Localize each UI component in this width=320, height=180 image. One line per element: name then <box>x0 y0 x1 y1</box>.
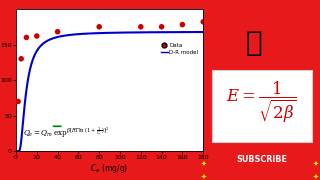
Point <box>138 25 143 28</box>
Text: SUBSCRIBE: SUBSCRIBE <box>236 155 287 164</box>
Point <box>15 100 20 103</box>
X-axis label: $C_e$ (mg/g): $C_e$ (mg/g) <box>91 162 129 175</box>
Text: $Q_e = Q_m\,\mathrm{exp}^{\beta [RT\ln\,(1+\frac{1}{C_e})]^2}$: $Q_e = Q_m\,\mathrm{exp}^{\beta [RT\ln\,… <box>23 126 109 140</box>
Text: ✦: ✦ <box>313 173 319 179</box>
Point <box>180 23 185 26</box>
Text: $E = \dfrac{1}{\sqrt{2\beta}}$: $E = \dfrac{1}{\sqrt{2\beta}}$ <box>226 80 297 125</box>
Point <box>19 57 24 60</box>
Legend: Data, D-R model: Data, D-R model <box>159 40 200 57</box>
Point <box>55 30 60 33</box>
Text: ✦: ✦ <box>313 161 319 167</box>
Text: ✦: ✦ <box>201 161 206 167</box>
Point <box>159 25 164 28</box>
Point <box>201 20 206 23</box>
Point <box>97 25 102 28</box>
Text: ✦: ✦ <box>201 173 206 179</box>
Point <box>24 36 29 39</box>
Text: 🔥: 🔥 <box>246 29 263 57</box>
FancyBboxPatch shape <box>212 70 312 143</box>
Point <box>34 35 39 37</box>
